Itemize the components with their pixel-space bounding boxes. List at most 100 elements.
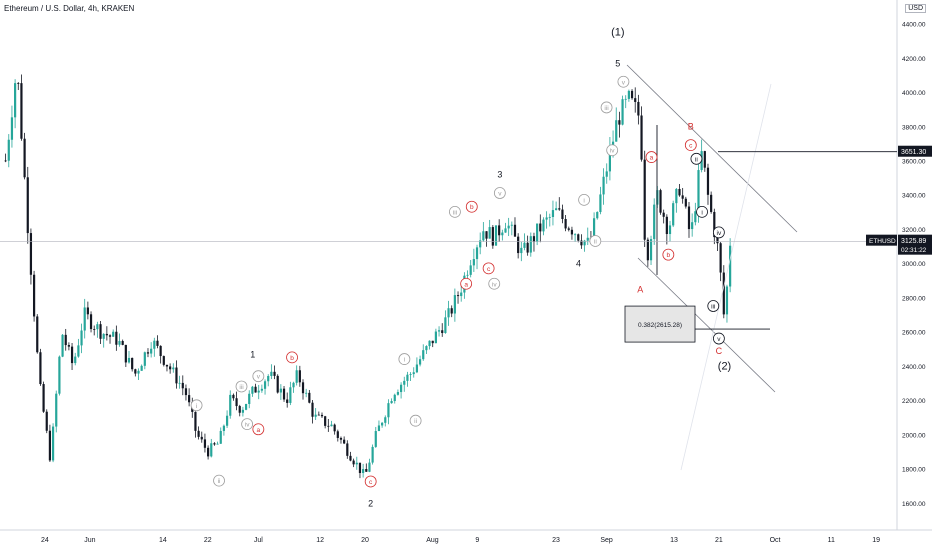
- candle-body: [504, 228, 507, 233]
- wave-circle-label: c: [487, 266, 491, 273]
- wave-circle-label: i: [404, 357, 405, 364]
- candle-body: [327, 425, 330, 427]
- candle-body: [67, 345, 70, 347]
- candle-body: [17, 83, 20, 84]
- candle-body: [646, 239, 649, 261]
- candle-body: [99, 324, 102, 339]
- candle-body: [273, 371, 276, 376]
- candle-body: [20, 83, 23, 139]
- candle-body: [241, 409, 245, 413]
- candle-body: [602, 176, 605, 195]
- candle-body: [159, 345, 162, 357]
- candle-body: [510, 224, 513, 226]
- x-tick-label: 12: [316, 537, 324, 544]
- candle-body: [729, 245, 732, 287]
- candle-body: [143, 352, 146, 366]
- candle-body: [282, 388, 286, 400]
- x-tick-label: 23: [552, 537, 560, 544]
- candle-body: [428, 340, 431, 347]
- candle-body: [434, 331, 437, 344]
- y-tick-label: 2800.00: [902, 295, 926, 302]
- candle-body: [520, 247, 523, 254]
- candle-body: [352, 460, 355, 465]
- wave-circle-label: ii: [414, 418, 417, 425]
- y-tick-label: 4400.00: [902, 22, 926, 29]
- wave-circle-marker: [460, 277, 473, 290]
- price-tag-value: 3125.89: [901, 238, 926, 245]
- candle-body: [267, 375, 270, 382]
- wave-circle-label: iv: [610, 148, 615, 155]
- candle-body: [491, 227, 494, 246]
- candle-body: [444, 317, 447, 334]
- candle-body: [172, 367, 175, 370]
- candle-body: [703, 151, 706, 168]
- wave-circle-marker: [252, 423, 265, 436]
- y-tick-label: 3600.00: [902, 159, 926, 166]
- candle-body: [570, 229, 574, 235]
- y-tick-label: 2600.00: [902, 330, 926, 337]
- y-tick-label: 3200.00: [902, 227, 926, 234]
- candle-body: [653, 204, 656, 240]
- candle-body: [668, 225, 672, 235]
- candle-body: [586, 237, 589, 241]
- candle-body: [330, 424, 333, 427]
- candle-body: [592, 218, 596, 241]
- candle-body: [301, 382, 305, 394]
- candle-body: [460, 292, 463, 297]
- candle-body: [270, 371, 273, 376]
- x-tick-label: 13: [670, 537, 678, 544]
- candle-body: [131, 357, 134, 370]
- x-tick-label: Aug: [426, 537, 439, 544]
- candle-body: [118, 341, 121, 345]
- wave-circle-label: iii: [604, 105, 608, 112]
- candle-body: [447, 308, 450, 318]
- candle-body: [573, 234, 577, 236]
- candle-body: [539, 223, 542, 232]
- candle-body: [317, 414, 320, 416]
- wave-circle-marker: [690, 152, 703, 165]
- candle-body: [488, 227, 491, 239]
- currency-label[interactable]: USD: [905, 4, 926, 13]
- candle-body: [649, 239, 653, 261]
- wave-circle-label: c: [369, 479, 373, 486]
- candle-body: [55, 393, 58, 427]
- wave-circle-label: iii: [239, 384, 243, 391]
- candle-body: [482, 231, 485, 241]
- wave-circle-label: c: [689, 143, 693, 150]
- channel-lower-line: [637, 257, 776, 393]
- candle-body: [377, 425, 381, 432]
- candle-body: [14, 83, 17, 118]
- candle-body: [621, 99, 624, 125]
- candle-body: [608, 148, 612, 172]
- candle-body: [710, 194, 713, 212]
- candle-body: [349, 455, 352, 461]
- wave-label: (2): [718, 360, 731, 372]
- wave-circle-label: v: [622, 79, 626, 86]
- candle-body: [456, 295, 460, 297]
- candle-body: [725, 286, 729, 315]
- candle-body: [713, 211, 716, 238]
- candle-body: [222, 425, 226, 431]
- candle-body: [336, 431, 339, 438]
- candle-body: [599, 194, 602, 213]
- y-tick-label: 3000.00: [902, 261, 926, 268]
- wave-circle-marker: [712, 226, 725, 239]
- candle-body: [156, 340, 159, 346]
- candle-body: [121, 341, 124, 345]
- candle-body: [523, 242, 526, 248]
- candle-body: [200, 436, 203, 440]
- candle-body: [387, 403, 390, 418]
- candle-body: [257, 390, 260, 393]
- candle-body: [719, 243, 722, 273]
- wave-label: C: [716, 346, 723, 356]
- candle-body: [263, 381, 267, 389]
- level-tag-value: 3651.30: [901, 149, 926, 156]
- x-tick-label: Sep: [600, 537, 613, 544]
- wave-circle-label: v: [717, 336, 721, 343]
- x-tick-label: 14: [159, 537, 167, 544]
- candle-body: [358, 462, 362, 474]
- candle-body: [86, 307, 89, 315]
- candle-body: [298, 370, 301, 383]
